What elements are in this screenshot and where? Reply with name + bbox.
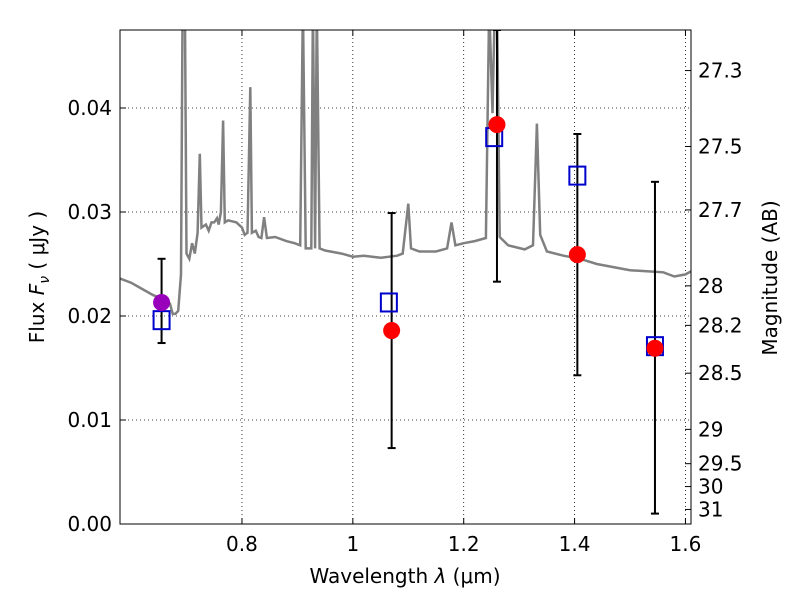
y-axis-label: Flux Fν ( μJy ) — [25, 211, 53, 343]
y-tick-label: 0.00 — [67, 512, 112, 536]
y-tick-labels: 0.00 0.01 0.02 0.03 0.04 — [67, 96, 112, 536]
observed-flux-point — [153, 293, 171, 311]
y-tick-label: 0.04 — [67, 96, 112, 120]
magnitude-tick-label: 28.2 — [698, 313, 743, 337]
axis-ticks — [120, 30, 691, 525]
magnitude-tick-label: 27.5 — [698, 134, 743, 158]
x-tick-label: 1.6 — [670, 532, 702, 556]
plot-area — [120, 30, 691, 515]
x-tick-label: 1 — [346, 532, 359, 556]
model-photometry-squares — [152, 127, 664, 357]
magnitude-tick-label: 29.5 — [698, 452, 743, 476]
magnitude-axis-label: Magnitude (AB) — [758, 200, 782, 355]
observed-flux-point — [646, 339, 664, 357]
y-tick-label: 0.01 — [67, 408, 112, 432]
plot-frame — [119, 29, 692, 525]
magnitude-tick-label: 27.7 — [698, 198, 743, 222]
model-spectrum-line — [120, 30, 691, 316]
grid-layer — [120, 30, 691, 525]
magnitude-tick-label: 31 — [698, 497, 723, 521]
model-photometry-square — [152, 310, 171, 331]
model-photometry-square — [379, 292, 398, 313]
observed-flux-point — [488, 116, 506, 134]
model-photometry-square — [568, 165, 587, 186]
observed-flux-point — [383, 322, 401, 340]
x-tick-label: 0.8 — [226, 532, 258, 556]
magnitude-tick-label: 28 — [698, 274, 723, 298]
magnitude-tick-label: 28.5 — [698, 361, 743, 385]
magnitude-tick-label: 29 — [698, 417, 723, 441]
x-tick-label: 1.4 — [559, 532, 591, 556]
x-axis-label: Wavelength λ (μm) — [309, 564, 500, 588]
x-tick-labels: 0.8 1 1.2 1.4 1.6 — [226, 532, 701, 556]
error-bars — [157, 30, 659, 515]
y-tick-label: 0.03 — [67, 200, 112, 224]
observed-flux-points — [153, 116, 664, 357]
magnitude-tick-label: 30 — [698, 475, 723, 499]
observed-flux-point — [568, 246, 586, 264]
y-tick-label: 0.02 — [67, 304, 112, 328]
magnitude-tick-label: 27.3 — [698, 59, 743, 83]
x-tick-label: 1.2 — [448, 532, 480, 556]
